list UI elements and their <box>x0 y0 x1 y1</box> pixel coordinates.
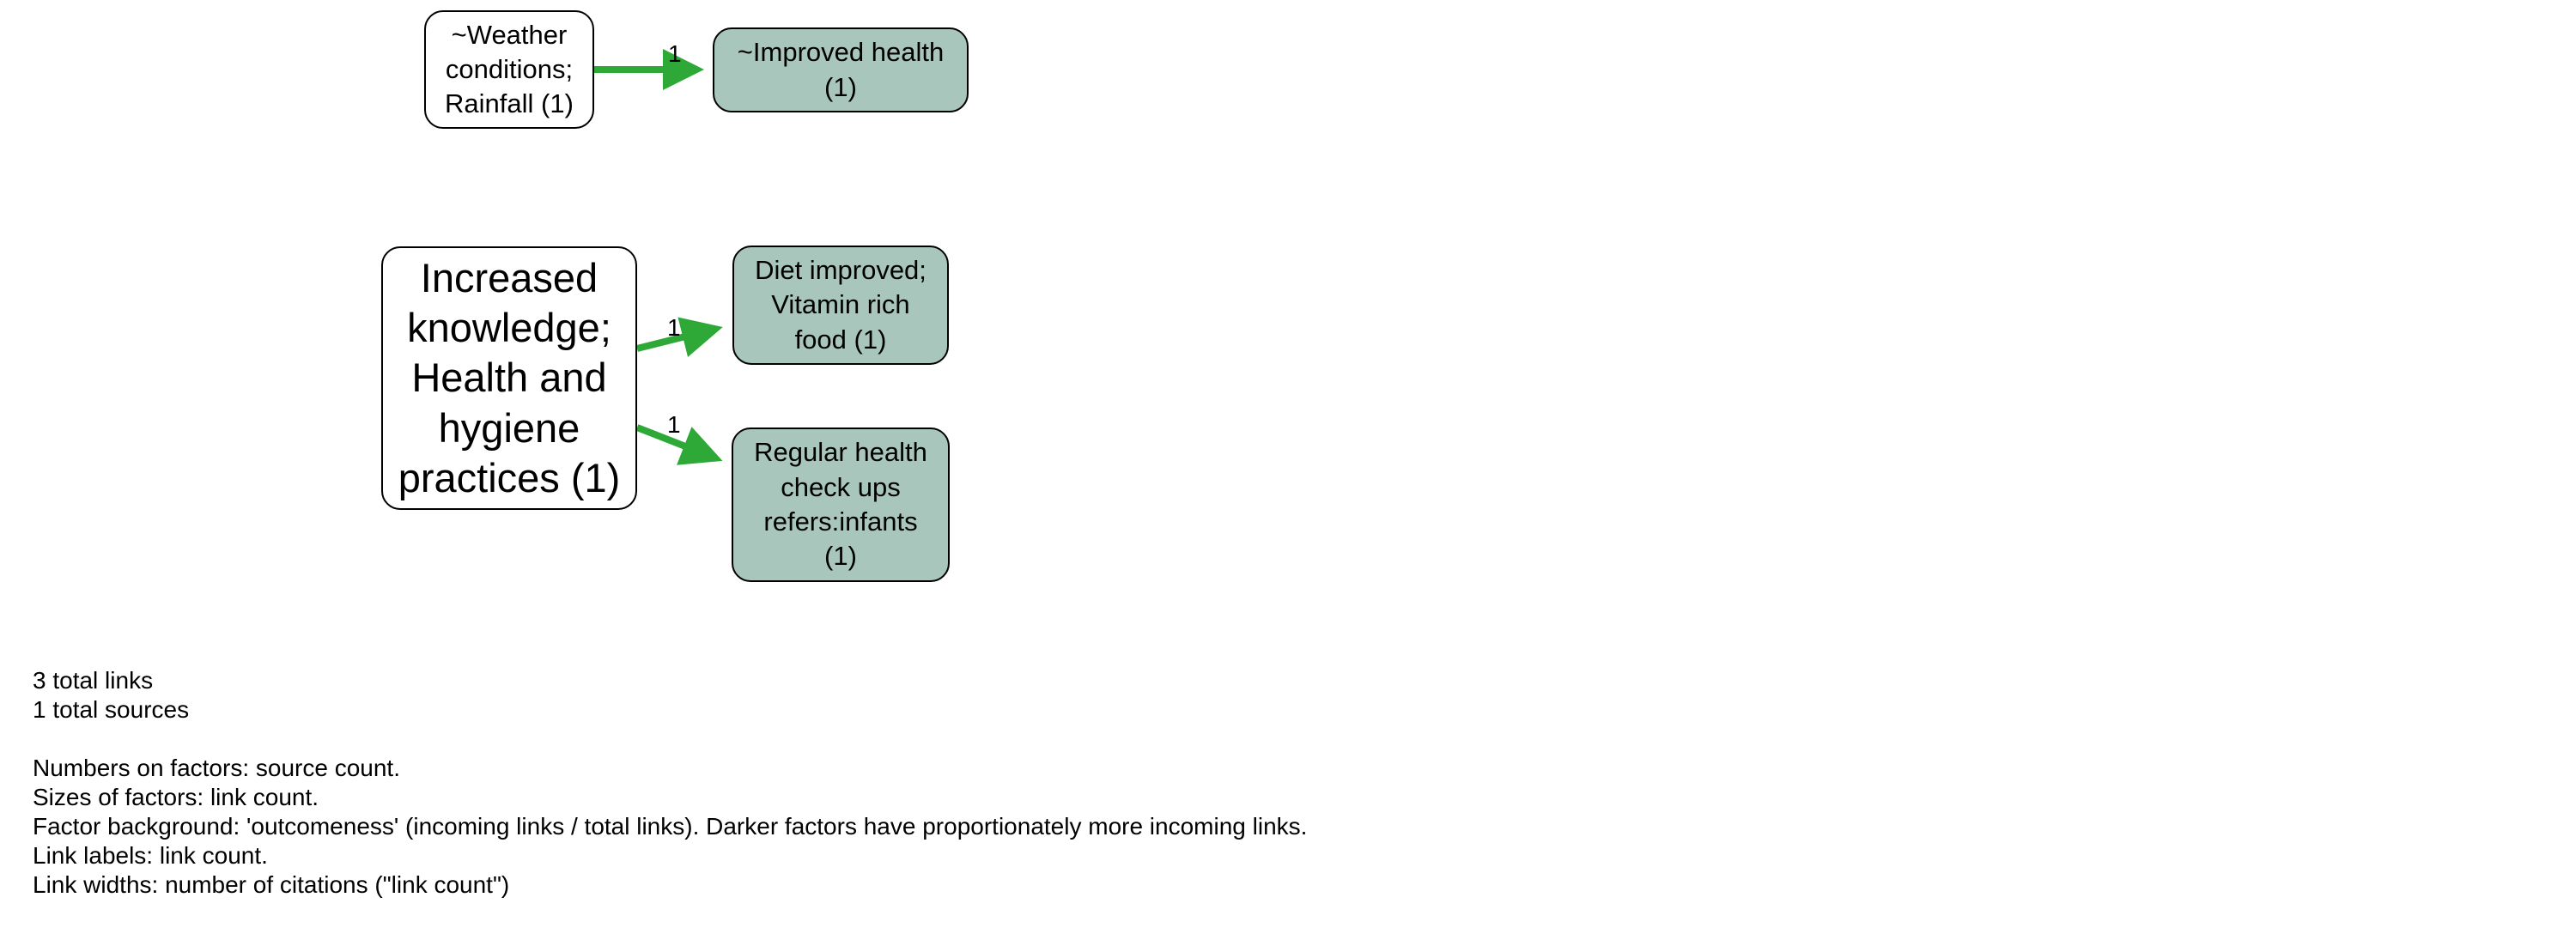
factor-weather-conditions-rainfall[interactable]: ~Weather conditions; Rainfall (1) <box>424 10 594 129</box>
link-label: 1 <box>667 314 681 341</box>
legend-line-background: Factor background: 'outcomeness' (incomi… <box>33 813 1308 840</box>
link-weather-to-improved-health: 1 <box>592 40 704 90</box>
factor-diet-improved-vitamin-rich-food[interactable]: Diet improved; Vitamin rich food (1) <box>732 246 949 365</box>
factor-increased-knowledge-health-hygiene[interactable]: Increased knowledge; Health and hygiene … <box>381 246 637 510</box>
factor-label: ~Improved health (1) <box>737 37 945 102</box>
factor-label: ~Weather conditions; Rainfall (1) <box>445 19 574 119</box>
legend-total-sources: 1 total sources <box>33 696 190 723</box>
legend-line-link-labels: Link labels: link count. <box>33 842 268 869</box>
legend-total-links: 3 total links <box>33 667 154 694</box>
legend-line-sizes: Sizes of factors: link count. <box>33 784 319 810</box>
legend-line-source-count: Numbers on factors: source count. <box>33 755 400 781</box>
factor-improved-health[interactable]: ~Improved health (1) <box>713 27 969 112</box>
factor-regular-health-check-ups-infants[interactable]: Regular health check ups refers:infants … <box>732 428 950 582</box>
legend-spacer <box>33 725 1307 754</box>
link-label: 1 <box>667 411 681 438</box>
legend: 3 total links 1 total sources Numbers on… <box>33 666 1307 900</box>
link-knowledge-to-checkups: 1 <box>635 411 723 465</box>
link-label: 1 <box>668 40 682 67</box>
factor-label: Regular health check ups refers:infants … <box>754 437 927 572</box>
factor-label: Diet improved; Vitamin rich food (1) <box>755 255 927 355</box>
link-knowledge-to-diet: 1 <box>636 314 723 357</box>
factor-label: Increased knowledge; Health and hygiene … <box>398 254 621 500</box>
legend-line-link-widths: Link widths: number of citations ("link … <box>33 871 510 898</box>
